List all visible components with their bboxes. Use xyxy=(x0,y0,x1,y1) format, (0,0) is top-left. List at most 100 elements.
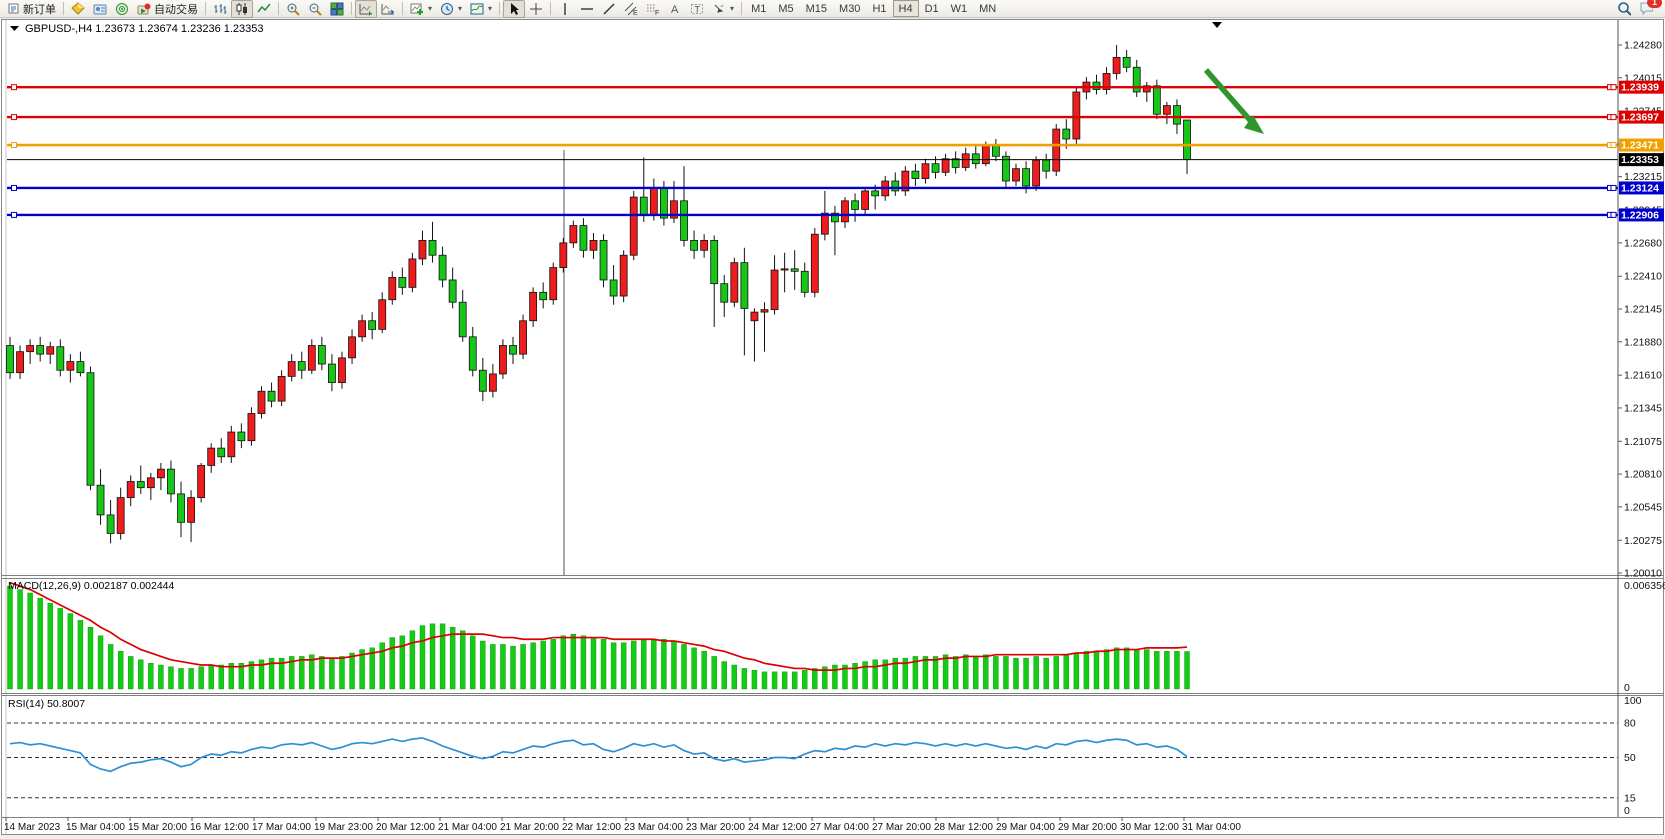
arrow-annotation[interactable] xyxy=(1203,68,1259,129)
text-tool[interactable]: A xyxy=(664,0,686,18)
profiles-button[interactable] xyxy=(67,0,89,18)
navigator-button[interactable] xyxy=(111,0,133,18)
candle-down xyxy=(1183,119,1191,161)
templates-button[interactable]: ▾ xyxy=(466,0,496,18)
hline-handle[interactable] xyxy=(11,211,17,218)
timeframe-m5[interactable]: M5 xyxy=(778,2,794,15)
zoom-out-button[interactable] xyxy=(304,0,326,18)
line-chart-button[interactable] xyxy=(253,0,275,18)
trendline-icon xyxy=(602,2,616,16)
macd-histogram-bar xyxy=(389,637,395,690)
candlestick-chart-button[interactable] xyxy=(231,0,253,18)
macd-histogram-bar xyxy=(319,656,325,690)
candle-up xyxy=(287,361,296,377)
symbol-dropdown-icon[interactable] xyxy=(10,26,19,31)
chart-window-bg xyxy=(0,19,1665,835)
zoom-in-button[interactable] xyxy=(282,0,304,18)
timeframe-m1[interactable]: M1 xyxy=(751,2,767,15)
macd-histogram-bar xyxy=(490,644,496,690)
text-label-tool[interactable]: T xyxy=(686,0,708,18)
vertical-line-tool[interactable] xyxy=(554,0,576,18)
time-tick-label: 19 Mar 23:00 xyxy=(314,822,373,833)
macd-histogram-bar xyxy=(741,668,748,690)
search-button[interactable] xyxy=(1613,0,1635,18)
macd-histogram-bar xyxy=(1073,652,1080,690)
periods-button[interactable]: ▾ xyxy=(436,0,466,18)
timeframe-m30[interactable]: M30 xyxy=(839,2,861,15)
arrows-tool[interactable]: ▾ xyxy=(708,0,738,18)
price-tag-text: 1.23471 xyxy=(1621,140,1659,152)
candle-up xyxy=(187,497,195,523)
price-tag-1.23939 xyxy=(1619,80,1664,94)
svg-text:F: F xyxy=(655,10,659,16)
cursor-button[interactable] xyxy=(503,0,526,18)
macd-histogram-bar xyxy=(1063,654,1070,690)
candle-up xyxy=(750,311,759,322)
equidistant-channel-tool[interactable]: E xyxy=(620,0,642,18)
notifications-button[interactable]: 1 xyxy=(1635,0,1662,18)
vertical-line-icon xyxy=(558,2,572,16)
macd-histogram-bar xyxy=(892,657,898,690)
macd-histogram-bar xyxy=(570,633,577,690)
zoom-out-icon xyxy=(308,2,322,16)
candle-up xyxy=(499,345,507,375)
macd-histogram-bar xyxy=(711,656,717,690)
timeframe-m15[interactable]: M15 xyxy=(805,2,828,15)
macd-histogram-bar xyxy=(802,669,808,690)
time-tick-label: 24 Mar 12:00 xyxy=(748,822,807,833)
arrow-annotation-head[interactable] xyxy=(1244,115,1264,134)
trendline-tool[interactable] xyxy=(598,0,620,18)
dropdown-caret: ▾ xyxy=(458,4,463,13)
candle-down xyxy=(579,225,588,251)
price-tag-1.23124 xyxy=(1619,181,1664,195)
text-icon: A xyxy=(668,2,682,16)
macd-histogram-bar xyxy=(339,656,345,690)
macd-histogram-bar xyxy=(862,661,868,690)
time-tick-label: 20 Mar 12:00 xyxy=(376,822,435,833)
macd-histogram-bar xyxy=(812,668,818,690)
indicators-button[interactable]: ▾ xyxy=(406,0,436,18)
new-order-button[interactable]: 新订单 xyxy=(2,0,60,18)
candle-up xyxy=(197,465,206,498)
macd-histogram-bar xyxy=(842,664,848,690)
hline-handle[interactable] xyxy=(11,184,17,191)
hline-handle[interactable] xyxy=(11,142,17,149)
time-tick-label: 31 Mar 04:00 xyxy=(1182,822,1241,833)
candle-down xyxy=(509,345,517,355)
auto-trading-button[interactable]: 自动交易 xyxy=(133,0,202,18)
fibonacci-tool[interactable]: F xyxy=(642,0,664,18)
timeframe-d1[interactable]: D1 xyxy=(924,2,939,15)
bar-chart-button[interactable] xyxy=(209,0,231,18)
timeframe-w1[interactable]: W1 xyxy=(950,2,968,15)
macd-histogram-bar xyxy=(228,663,235,690)
market-watch-button[interactable] xyxy=(89,0,111,18)
candle-up xyxy=(418,239,427,260)
candle-down xyxy=(458,301,467,338)
timeframe-h1[interactable]: H1 xyxy=(872,2,887,15)
candle-up xyxy=(348,336,356,359)
macd-histogram-bar xyxy=(550,639,556,690)
candle-up xyxy=(1052,128,1061,172)
channel-icon: E xyxy=(624,2,638,16)
crosshair-button[interactable] xyxy=(525,0,547,18)
timeframe-h4[interactable]: H4 xyxy=(892,0,919,17)
separator xyxy=(205,2,206,15)
horizontal-line-tool[interactable] xyxy=(576,0,598,18)
macd-histogram-bar xyxy=(198,666,204,690)
candle-down xyxy=(1173,105,1181,125)
tile-windows-button[interactable] xyxy=(326,0,348,18)
macd-histogram-bar xyxy=(460,630,466,690)
chart-shift-marker[interactable] xyxy=(1212,22,1222,28)
svg-text:A: A xyxy=(671,4,679,16)
hline-handle[interactable] xyxy=(11,114,17,121)
rsi-axis-label: 80 xyxy=(1624,718,1636,730)
hline-handle[interactable] xyxy=(11,84,17,91)
timeframe-mn[interactable]: MN xyxy=(979,2,997,15)
auto-scroll-button[interactable] xyxy=(355,0,377,18)
macd-histogram-bar xyxy=(87,627,94,690)
chart-shift-button[interactable] xyxy=(377,0,399,18)
time-tick-label: 29 Mar 04:00 xyxy=(996,822,1055,833)
macd-histogram-bar xyxy=(299,656,305,690)
